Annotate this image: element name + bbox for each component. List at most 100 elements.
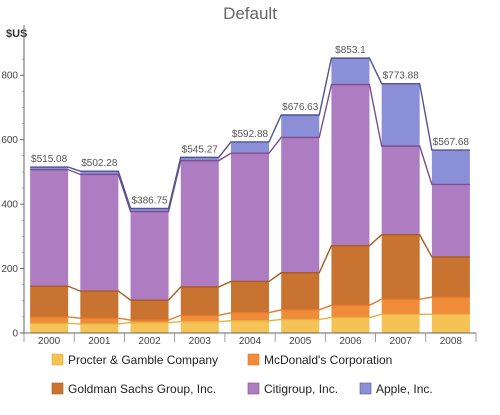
plot-area: $515.08 $502.28 $386.75 $545.27 $592.88 $676.… (30, 45, 470, 333)
y-tick-label: 0 (12, 329, 18, 340)
y-tick-label: 200 (1, 264, 18, 275)
bar-segment[interactable] (331, 58, 370, 85)
bar-segment[interactable] (30, 169, 69, 287)
chart-title: Default (223, 4, 277, 23)
bar-segment[interactable] (180, 321, 219, 333)
legend-label: Citigroup, Inc. (264, 382, 338, 396)
y-axis-label: $US (6, 28, 27, 40)
x-tick-label: 2000 (38, 336, 61, 347)
bar-segment[interactable] (130, 322, 169, 333)
bar-segment[interactable] (30, 316, 69, 324)
bar-total-label: $502.28 (81, 158, 118, 169)
bar-segment[interactable] (30, 167, 69, 170)
x-tick-label: 2007 (390, 336, 413, 347)
bar-total-label: $773.88 (383, 71, 420, 82)
bar-segment[interactable] (331, 245, 370, 306)
x-tick-label: 2005 (289, 336, 312, 347)
bar-total-label: $853.1 (335, 45, 366, 56)
series-2 (30, 297, 470, 324)
bar-segment[interactable] (231, 153, 269, 282)
series-edge-line (30, 83, 470, 213)
bar-segment[interactable] (431, 256, 470, 298)
bar-segment[interactable] (80, 323, 119, 333)
legend-item[interactable]: Procter & Gamble Company (51, 353, 218, 367)
bar-segment[interactable] (180, 157, 219, 161)
bar-total-label: $567.68 (433, 137, 470, 148)
bar-segment[interactable] (281, 137, 320, 273)
bar-segment[interactable] (231, 281, 269, 313)
bar-segment[interactable] (381, 234, 420, 300)
x-tick-label: 2001 (88, 336, 111, 347)
series-edge-line (30, 296, 470, 321)
legend-label: Procter & Gamble Company (68, 353, 218, 367)
legend-swatch (359, 382, 372, 395)
x-tick-label: 2003 (189, 336, 212, 347)
bar-segment[interactable] (281, 319, 320, 333)
bar-segment[interactable] (431, 297, 470, 315)
y-tick-label: 800 (1, 71, 18, 82)
bar-segment[interactable] (431, 314, 470, 333)
legend: Procter & Gamble Company McDonald's Corpo… (51, 353, 433, 396)
series-5 (30, 58, 470, 212)
bar-segment[interactable] (80, 291, 119, 319)
bar-segment[interactable] (30, 323, 69, 333)
bar-total-label: $386.75 (131, 195, 168, 206)
bar-segment[interactable] (281, 114, 320, 138)
series-1 (30, 314, 470, 333)
bar-total-label: $676.63 (282, 102, 319, 113)
series-edge-line (30, 313, 470, 325)
bar-segment[interactable] (381, 146, 420, 235)
bar-segment[interactable] (180, 160, 219, 287)
bar-total-label: $515.08 (31, 154, 68, 165)
bar-segment[interactable] (281, 309, 320, 320)
series-3 (30, 234, 470, 321)
bar-segment[interactable] (130, 208, 169, 212)
bar-segment[interactable] (381, 299, 420, 315)
y-tick-label: 400 (1, 200, 18, 211)
axes: 0 200 400 600 800 2000 2001 2002 2003 2004 2005 200… (1, 25, 477, 347)
legend-swatch (247, 353, 260, 366)
bar-segment[interactable] (130, 300, 169, 321)
legend-swatch (51, 382, 64, 395)
bar-segment[interactable] (180, 286, 219, 316)
bar-segment[interactable] (381, 314, 420, 333)
legend-label: Goldman Sachs Group, Inc. (68, 382, 216, 396)
bar-segment[interactable] (281, 272, 320, 310)
bar-segment[interactable] (231, 320, 269, 333)
bar-total-label: $545.27 (182, 144, 219, 155)
x-tick-label: 2006 (339, 336, 362, 347)
bar-segment[interactable] (331, 317, 370, 333)
y-tick-label: 600 (1, 135, 18, 146)
legend-label: McDonald's Corporation (264, 353, 392, 367)
legend-item[interactable]: Apple, Inc. (359, 382, 433, 396)
bar-total-label: $592.88 (232, 129, 269, 140)
bar-segment[interactable] (431, 150, 470, 185)
legend-item[interactable]: Goldman Sachs Group, Inc. (51, 382, 216, 396)
legend-item[interactable]: McDonald's Corporation (247, 353, 392, 367)
bar-segment[interactable] (130, 320, 169, 323)
x-tick-label: 2002 (138, 336, 161, 347)
bar-segment[interactable] (80, 174, 119, 292)
series-edge-line (30, 234, 470, 301)
legend-label: Apple, Inc. (376, 382, 433, 396)
series-4 (30, 84, 470, 301)
bar-segment[interactable] (231, 312, 269, 321)
legend-item[interactable]: Citigroup, Inc. (247, 382, 338, 396)
bar-segment[interactable] (231, 141, 269, 154)
bar-segment[interactable] (381, 83, 420, 147)
series-edge-line (30, 57, 470, 210)
bar-segment[interactable] (80, 171, 119, 175)
bar-segment[interactable] (30, 286, 69, 317)
bar-segment[interactable] (331, 84, 370, 246)
bar-segment[interactable] (80, 318, 119, 324)
bar-segment[interactable] (130, 211, 169, 301)
legend-swatch (51, 353, 64, 366)
bar-segment[interactable] (331, 305, 370, 318)
bar-segment[interactable] (180, 315, 219, 322)
x-tick-label: 2004 (239, 336, 262, 347)
bar-segment[interactable] (431, 184, 470, 257)
x-tick-label: 2008 (440, 336, 463, 347)
legend-swatch (247, 382, 260, 395)
